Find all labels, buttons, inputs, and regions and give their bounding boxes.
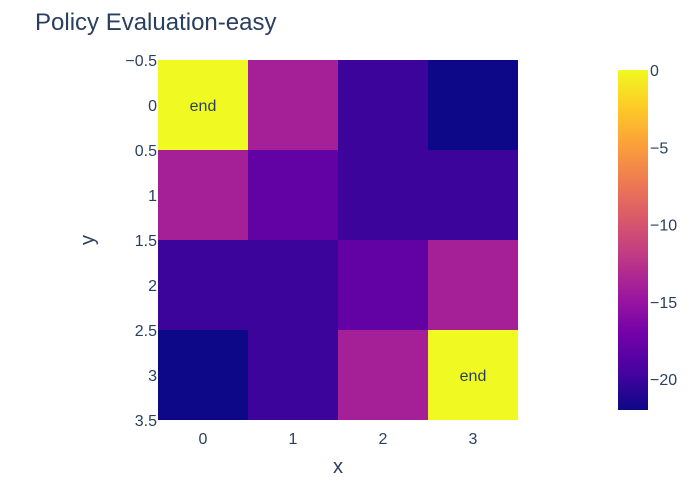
y-tick-label: 1 [148, 188, 157, 205]
chart-title: Policy Evaluation-easy [35, 9, 276, 36]
y-tick-label: 1.5 [135, 233, 157, 250]
x-tick-label: 0 [199, 431, 208, 448]
heatmap-cell-r0-c0 [158, 60, 248, 150]
x-axis-ticks: 0 1 2 3 [199, 431, 478, 448]
colorbar-gradient [618, 70, 648, 410]
x-tick-label: 2 [379, 431, 388, 448]
y-tick-label: 3 [148, 368, 157, 385]
x-tick-label: 3 [469, 431, 478, 448]
colorbar-tick-label: −10 [650, 218, 677, 235]
colorbar-tick-label: −20 [650, 372, 677, 389]
y-axis-title: y [77, 235, 99, 245]
heatmap-cell-r1-c1 [248, 150, 338, 240]
heatmap-cell-r0-c2 [338, 60, 428, 150]
heatmap-cell-r0-c3 [428, 60, 518, 150]
colorbar-tick-label: −15 [650, 295, 677, 312]
colorbar-tick-label: 0 [650, 63, 659, 80]
heatmap-cell-r2-c0 [158, 240, 248, 330]
heatmap-cell-r2-c3 [428, 240, 518, 330]
heatmap-cell-r3-c1 [248, 330, 338, 420]
heatmap-cell-r2-c1 [248, 240, 338, 330]
heatmap-cells [158, 60, 518, 420]
x-axis-title: x [333, 456, 343, 478]
heatmap-cell-r0-c1 [248, 60, 338, 150]
x-tick-label: 1 [289, 431, 298, 448]
heatmap-cell-r3-c2 [338, 330, 428, 420]
colorbar: 0 −5 −10 −15 −20 [618, 63, 677, 410]
heatmap-annotations: end end [190, 98, 487, 385]
cell-annotation: end [460, 368, 487, 385]
y-tick-label: 2 [148, 278, 157, 295]
heatmap-cell-r1-c0 [158, 150, 248, 240]
y-tick-label: 3.5 [135, 413, 157, 430]
y-tick-label: 0 [148, 98, 157, 115]
y-tick-label: 0.5 [135, 143, 157, 160]
heatmap-cell-r3-c3 [428, 330, 518, 420]
y-axis-ticks: −0.5 0 0.5 1 1.5 2 2.5 3 3.5 [125, 53, 157, 430]
colorbar-tick-label: −5 [650, 140, 668, 157]
heatmap-cell-r3-c0 [158, 330, 248, 420]
heatmap-cell-r1-c3 [428, 150, 518, 240]
heatmap-cell-r1-c2 [338, 150, 428, 240]
colorbar-ticks: 0 −5 −10 −15 −20 [650, 63, 677, 389]
heatmap-cell-r2-c2 [338, 240, 428, 330]
cell-annotation: end [190, 98, 217, 115]
y-tick-label: 2.5 [135, 323, 157, 340]
y-tick-label: −0.5 [125, 53, 157, 70]
